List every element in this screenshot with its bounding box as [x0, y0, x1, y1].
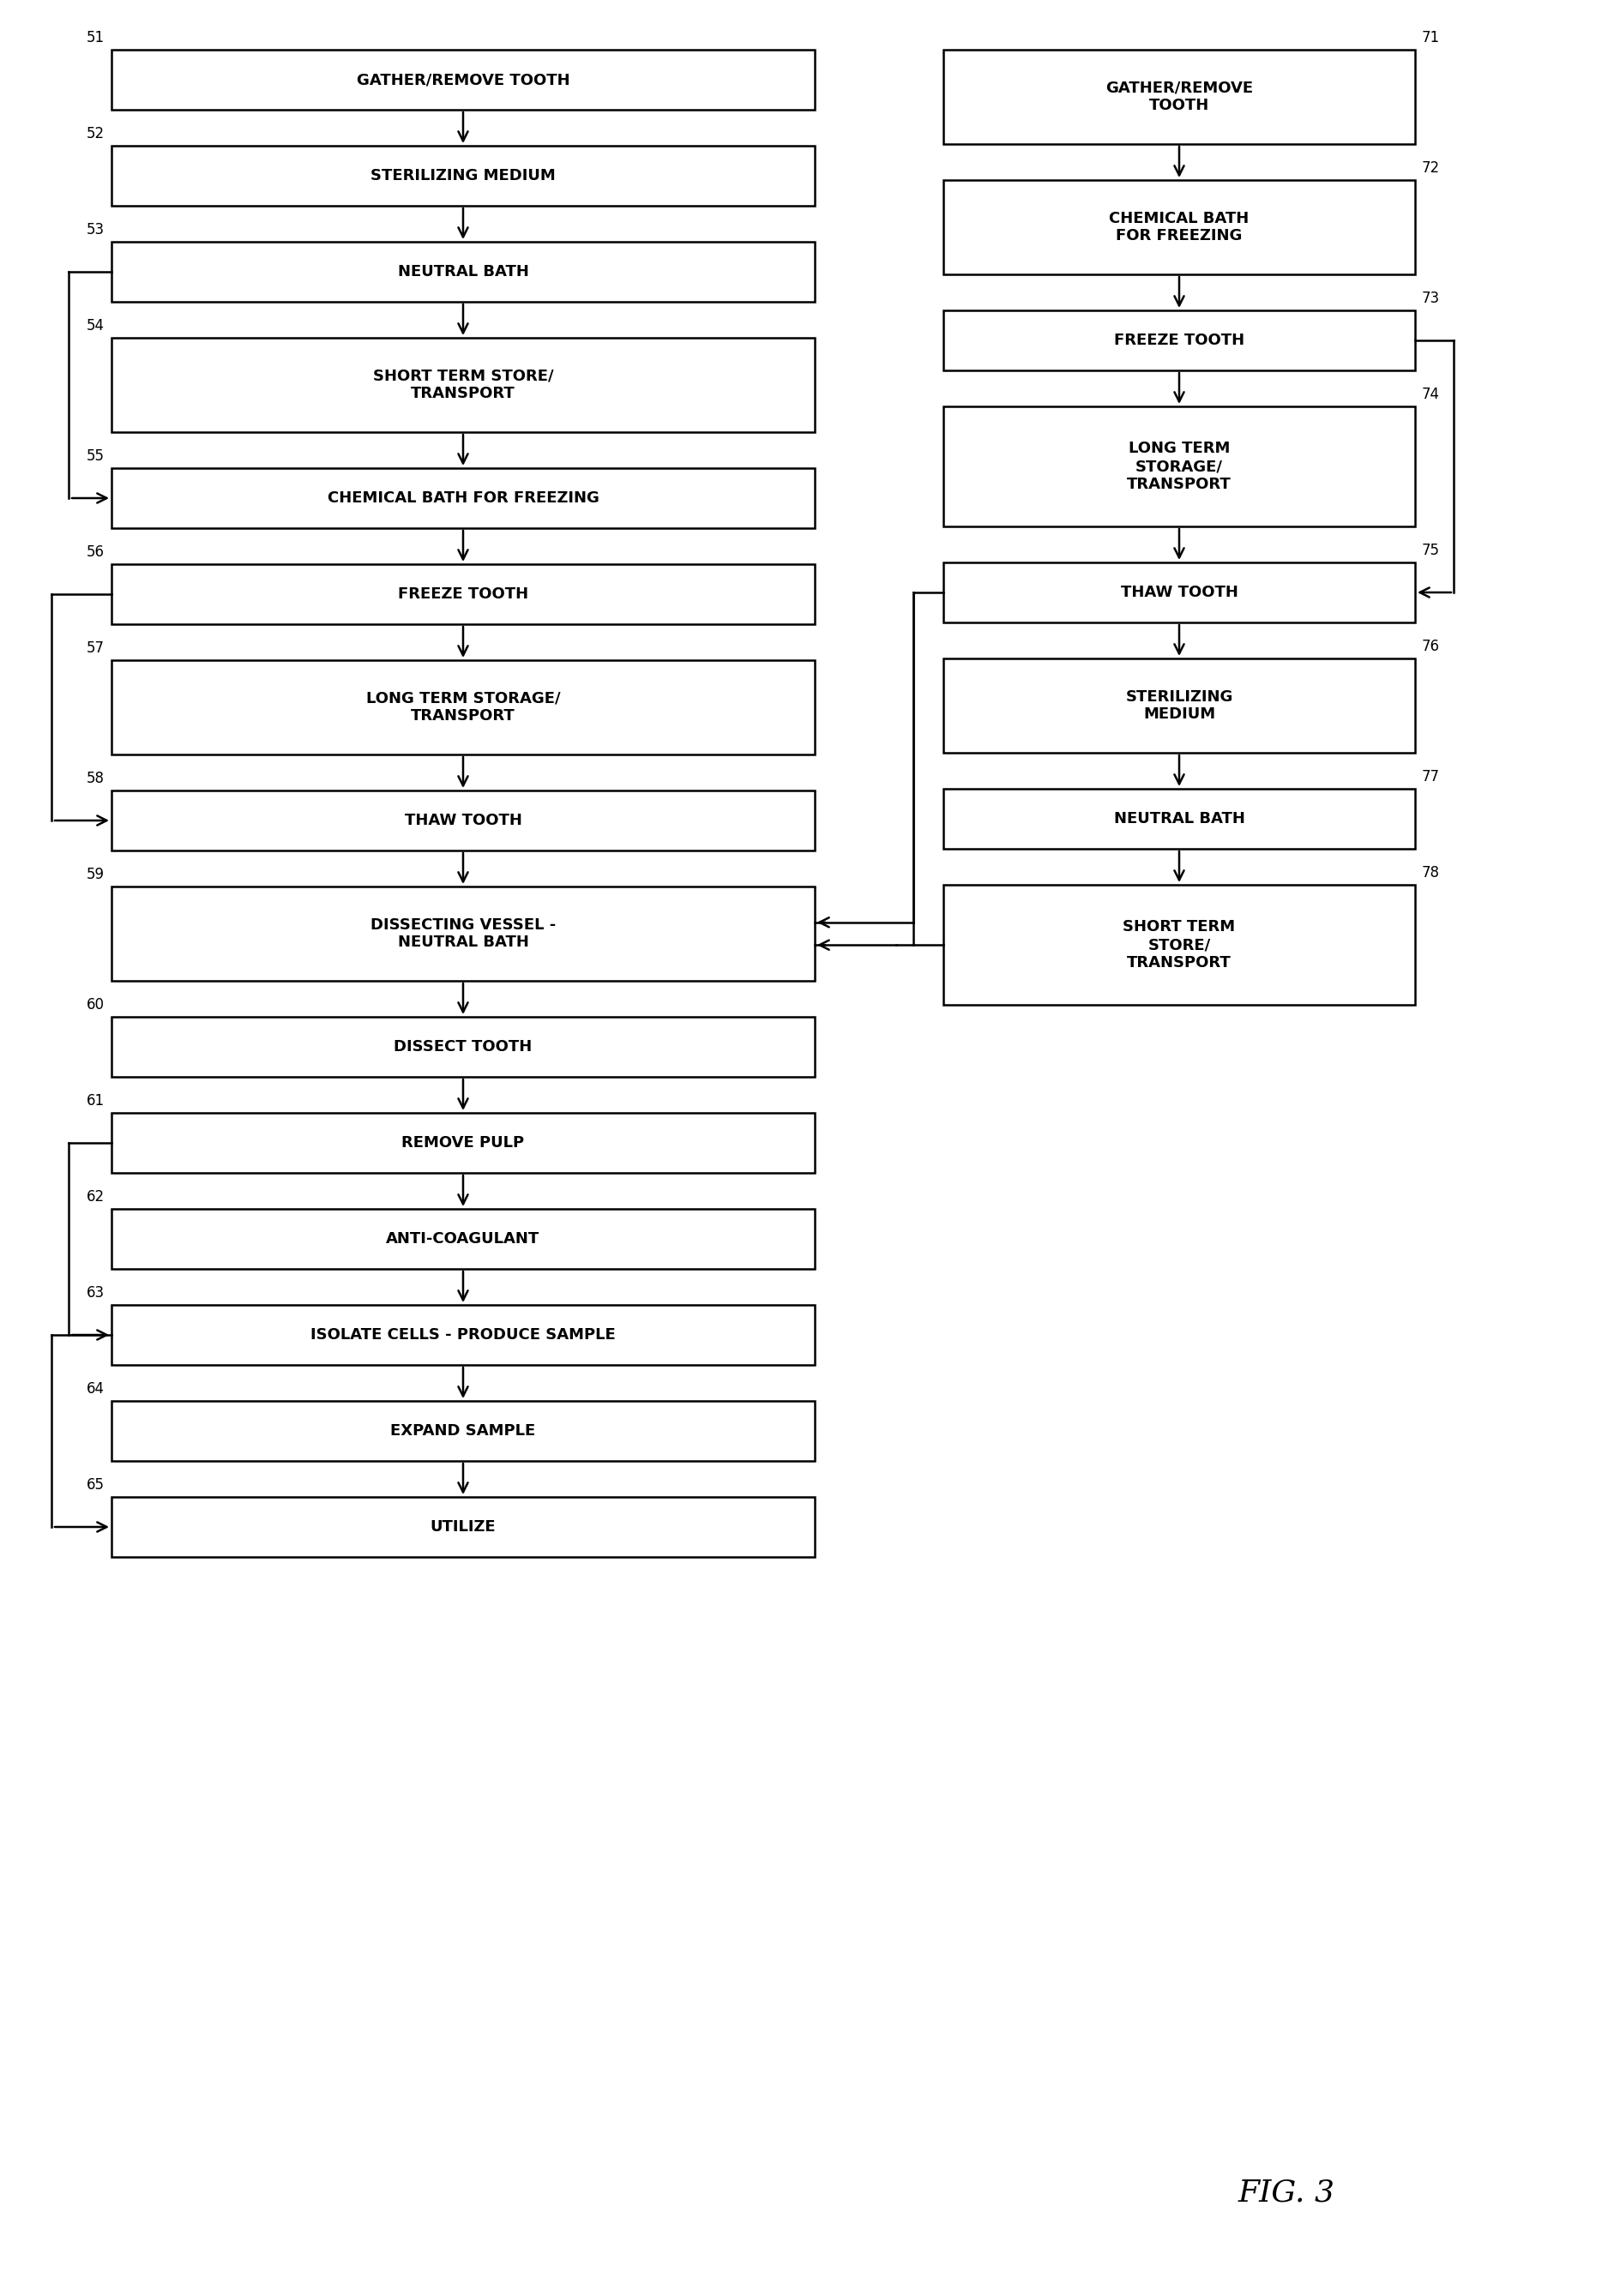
FancyBboxPatch shape [111, 241, 815, 301]
FancyBboxPatch shape [943, 563, 1415, 622]
Text: FREEZE TOOTH: FREEZE TOOTH [399, 585, 528, 602]
Text: 51: 51 [87, 30, 105, 46]
Text: CHEMICAL BATH FOR FREEZING: CHEMICAL BATH FOR FREEZING [328, 491, 599, 505]
Text: 54: 54 [87, 319, 105, 333]
Text: 56: 56 [87, 544, 105, 560]
Text: 62: 62 [87, 1189, 105, 1205]
Text: STERILIZING
MEDIUM: STERILIZING MEDIUM [1125, 689, 1233, 723]
Text: 59: 59 [87, 868, 105, 882]
Text: SHORT TERM STORE/
TRANSPORT: SHORT TERM STORE/ TRANSPORT [373, 367, 554, 402]
FancyBboxPatch shape [111, 1497, 815, 1557]
FancyBboxPatch shape [111, 51, 815, 110]
FancyBboxPatch shape [943, 51, 1415, 145]
Text: 77: 77 [1422, 769, 1440, 785]
Text: 65: 65 [87, 1476, 105, 1492]
FancyBboxPatch shape [943, 179, 1415, 273]
FancyBboxPatch shape [943, 310, 1415, 370]
Text: ANTI-COAGULANT: ANTI-COAGULANT [386, 1231, 541, 1247]
Text: REMOVE PULP: REMOVE PULP [402, 1134, 525, 1150]
Text: DISSECT TOOTH: DISSECT TOOTH [394, 1040, 533, 1054]
FancyBboxPatch shape [943, 790, 1415, 850]
Text: THAW TOOTH: THAW TOOTH [405, 813, 521, 829]
FancyBboxPatch shape [111, 145, 815, 207]
FancyBboxPatch shape [111, 468, 815, 528]
FancyBboxPatch shape [111, 886, 815, 980]
FancyBboxPatch shape [943, 406, 1415, 526]
Text: ISOLATE CELLS - PRODUCE SAMPLE: ISOLATE CELLS - PRODUCE SAMPLE [310, 1327, 615, 1343]
Text: 55: 55 [87, 448, 105, 464]
Text: STERILIZING MEDIUM: STERILIZING MEDIUM [371, 168, 555, 184]
Text: 63: 63 [87, 1286, 105, 1300]
Text: 74: 74 [1422, 386, 1440, 402]
Text: NEUTRAL BATH: NEUTRAL BATH [397, 264, 529, 280]
Text: GATHER/REMOVE
TOOTH: GATHER/REMOVE TOOTH [1106, 80, 1252, 113]
Text: SHORT TERM
STORE/
TRANSPORT: SHORT TERM STORE/ TRANSPORT [1123, 918, 1235, 971]
Text: 53: 53 [87, 223, 105, 236]
FancyBboxPatch shape [943, 884, 1415, 1006]
Text: CHEMICAL BATH
FOR FREEZING: CHEMICAL BATH FOR FREEZING [1109, 211, 1249, 243]
Text: FIG. 3: FIG. 3 [1238, 2179, 1335, 2209]
Text: 52: 52 [87, 126, 105, 142]
Text: 75: 75 [1422, 542, 1440, 558]
FancyBboxPatch shape [111, 661, 815, 755]
Text: 58: 58 [87, 771, 105, 785]
Text: 73: 73 [1422, 292, 1440, 305]
Text: UTILIZE: UTILIZE [431, 1520, 495, 1534]
Text: 78: 78 [1422, 866, 1440, 879]
Text: 71: 71 [1422, 30, 1440, 46]
FancyBboxPatch shape [111, 790, 815, 850]
FancyBboxPatch shape [943, 659, 1415, 753]
Text: 61: 61 [87, 1093, 105, 1109]
FancyBboxPatch shape [111, 1114, 815, 1173]
Text: DISSECTING VESSEL -
NEUTRAL BATH: DISSECTING VESSEL - NEUTRAL BATH [370, 916, 555, 951]
FancyBboxPatch shape [111, 1210, 815, 1270]
FancyBboxPatch shape [111, 1401, 815, 1460]
Text: 76: 76 [1422, 638, 1440, 654]
Text: 64: 64 [87, 1382, 105, 1396]
Text: EXPAND SAMPLE: EXPAND SAMPLE [391, 1424, 536, 1440]
FancyBboxPatch shape [111, 1017, 815, 1077]
Text: LONG TERM STORAGE/
TRANSPORT: LONG TERM STORAGE/ TRANSPORT [366, 691, 560, 723]
Text: THAW TOOTH: THAW TOOTH [1120, 585, 1238, 599]
Text: FREEZE TOOTH: FREEZE TOOTH [1114, 333, 1244, 349]
Text: 72: 72 [1422, 161, 1440, 177]
Text: NEUTRAL BATH: NEUTRAL BATH [1114, 810, 1244, 827]
FancyBboxPatch shape [111, 1304, 815, 1364]
FancyBboxPatch shape [111, 338, 815, 432]
FancyBboxPatch shape [111, 565, 815, 625]
Text: LONG TERM
STORAGE/
TRANSPORT: LONG TERM STORAGE/ TRANSPORT [1127, 441, 1231, 491]
Text: 60: 60 [87, 996, 105, 1013]
Text: 57: 57 [87, 641, 105, 657]
Text: GATHER/REMOVE TOOTH: GATHER/REMOVE TOOTH [357, 71, 570, 87]
